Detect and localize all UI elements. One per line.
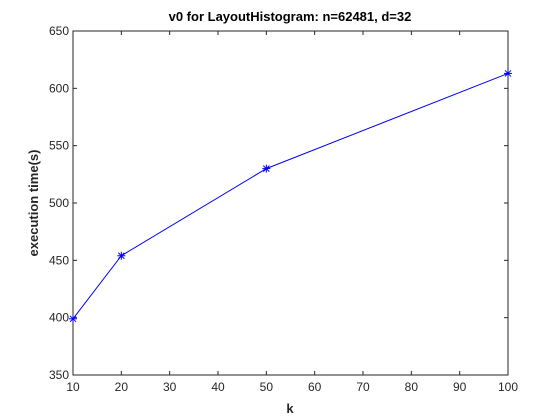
- y-tick-label: 400: [49, 311, 69, 325]
- data-point-marker: [262, 164, 271, 173]
- x-tick-label: 40: [211, 380, 225, 394]
- y-axis-ticks: 350 400 450 500 550 600 650: [49, 24, 508, 382]
- x-tick-label: 100: [498, 380, 518, 394]
- y-tick-label: 550: [49, 139, 69, 153]
- y-axis-title: execution time(s): [26, 150, 41, 257]
- y-tick-label: 450: [49, 253, 69, 267]
- x-axis-title: k: [286, 401, 294, 416]
- plot-area: [72, 30, 509, 376]
- y-tick-label: 350: [49, 368, 69, 382]
- data-point-marker: [504, 69, 512, 78]
- y-tick-label: 500: [49, 196, 69, 210]
- x-tick-label: 20: [115, 380, 129, 394]
- x-tick-label: 10: [66, 380, 80, 394]
- series-layer: [69, 69, 512, 323]
- x-tick-label: 80: [405, 380, 419, 394]
- y-tick-label: 650: [49, 24, 69, 38]
- data-point-marker: [69, 314, 77, 323]
- data-point-marker: [117, 251, 126, 260]
- series-line: [72, 72, 509, 320]
- x-tick-label: 90: [453, 380, 467, 394]
- x-tick-label: 60: [308, 380, 322, 394]
- x-tick-label: 50: [260, 380, 274, 394]
- x-tick-label: 30: [163, 380, 177, 394]
- chart-title: v0 for LayoutHistogram: n=62481, d=32: [169, 9, 412, 24]
- x-axis-ticks: 10 20 30 40 50 60 70 80 90 100: [66, 31, 518, 394]
- x-tick-label: 70: [356, 380, 370, 394]
- y-tick-label: 600: [49, 81, 69, 95]
